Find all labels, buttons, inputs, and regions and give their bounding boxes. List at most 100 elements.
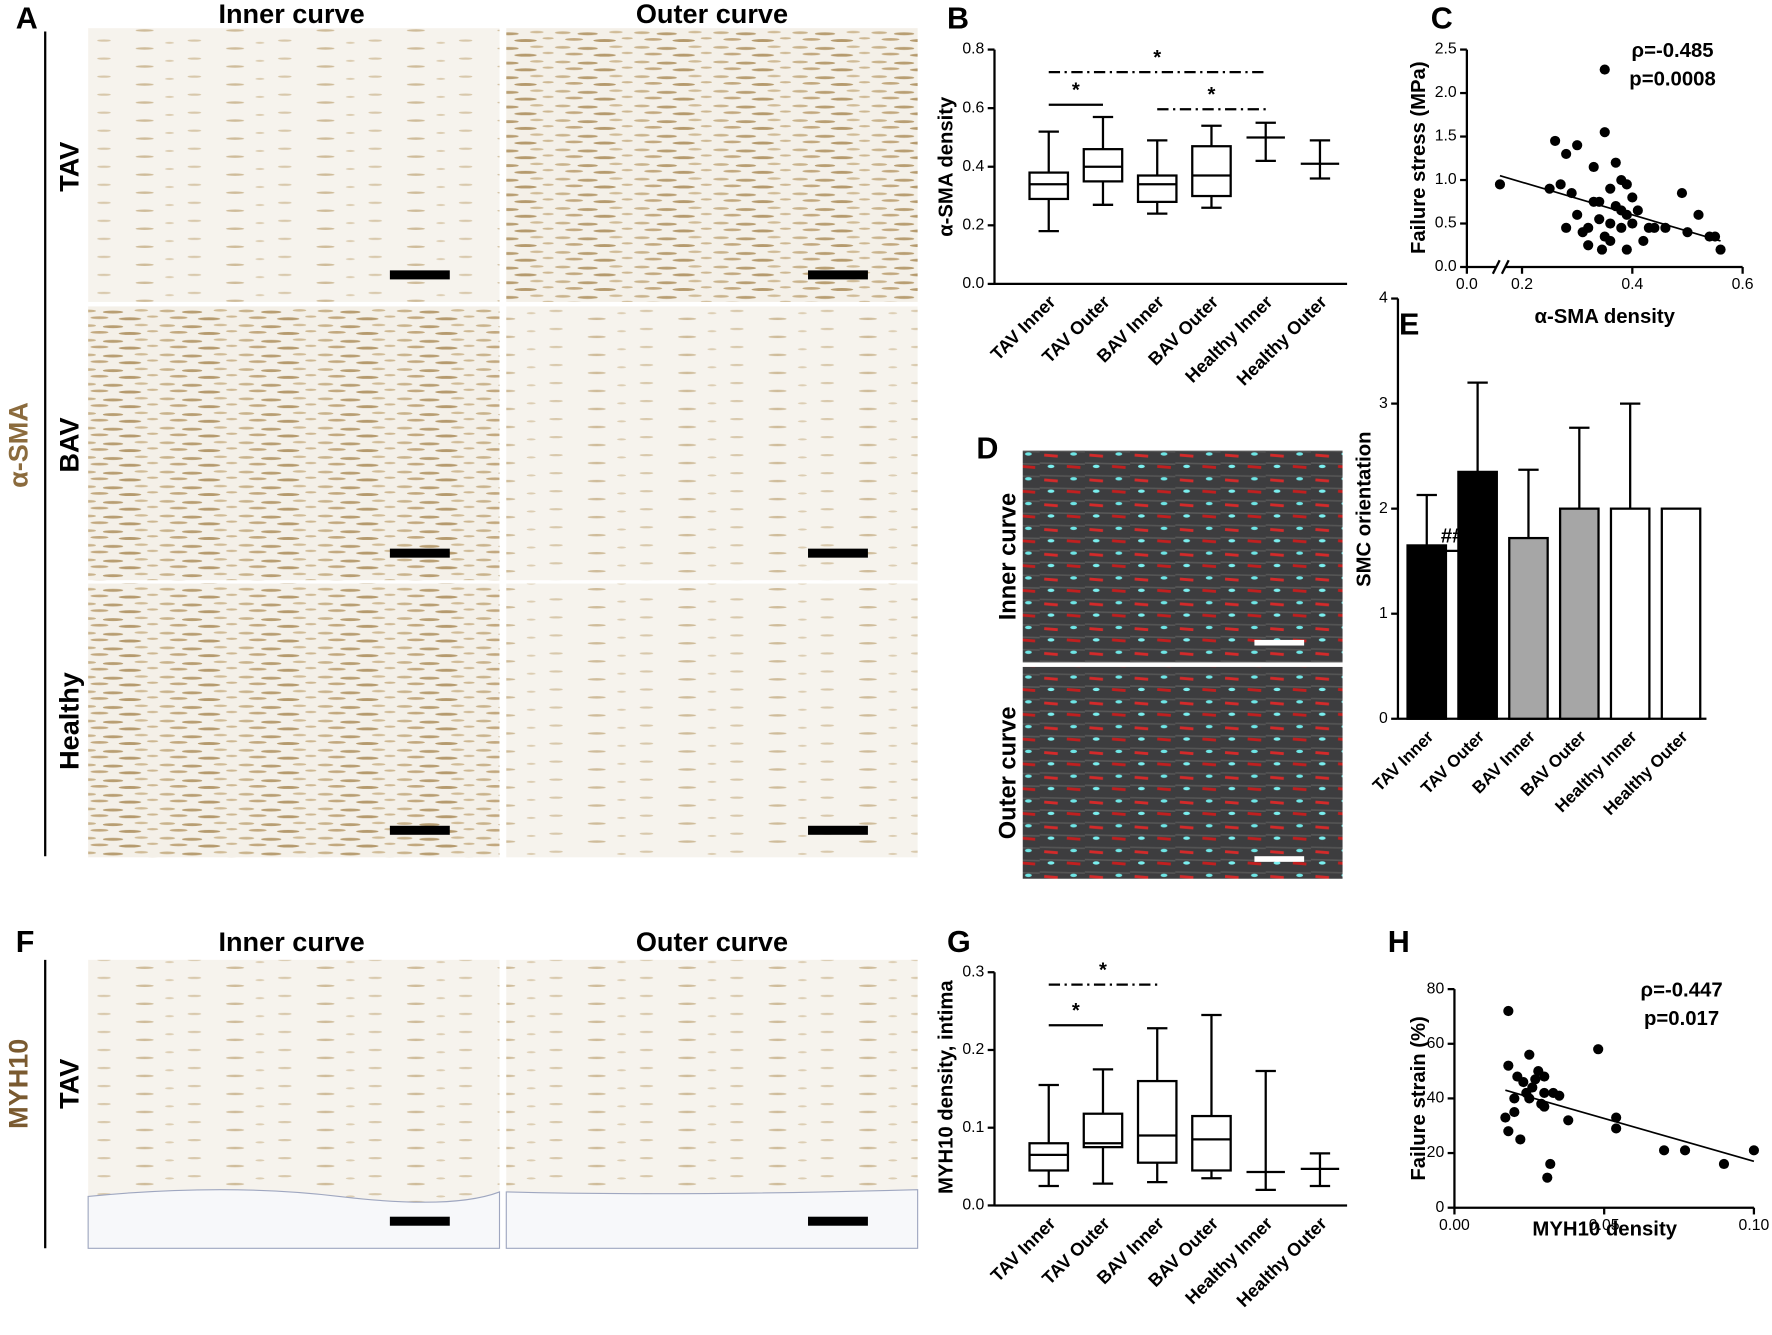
column-label: Outer curve: [636, 0, 788, 29]
axis-break: [1496, 260, 1506, 274]
point: [1610, 157, 1621, 168]
fit-line: [1505, 1089, 1755, 1163]
y-tick-label: 0.4: [962, 158, 984, 175]
y-axis-label: α-SMA density: [935, 96, 957, 237]
box: [1136, 1079, 1178, 1164]
bar: [1457, 470, 1498, 720]
y-tick-label: 2.0: [1435, 84, 1457, 101]
point: [1566, 188, 1577, 199]
point: [1518, 1076, 1529, 1088]
point: [1524, 1093, 1535, 1104]
column-label: Inner curve: [218, 0, 364, 29]
point: [1503, 1060, 1514, 1071]
point: [1693, 209, 1704, 220]
point: [1627, 192, 1638, 203]
y-tick-label: 0.0: [962, 275, 984, 292]
point: [1527, 1082, 1538, 1093]
panel-label: A: [16, 1, 38, 35]
point: [1545, 1158, 1556, 1170]
x-tick-label: 0.0: [1456, 276, 1478, 293]
y-tick-label: 0.1: [962, 1119, 984, 1136]
point: [1660, 222, 1671, 233]
box: [1191, 145, 1232, 198]
panel-label: F: [16, 925, 35, 959]
row-label: TAV: [53, 1059, 84, 1109]
stain-label: α-SMA: [2, 402, 33, 488]
bar: [1609, 507, 1651, 720]
box: [1191, 1114, 1232, 1172]
point: [1658, 1145, 1670, 1156]
point: [1594, 196, 1605, 207]
point: [1563, 1115, 1574, 1126]
column-label: Outer curve: [636, 926, 788, 957]
y-tick-label: 0.2: [962, 217, 984, 234]
point: [1599, 127, 1610, 138]
y-tick-label: 20: [1427, 1144, 1445, 1161]
significance-label: *: [1208, 84, 1216, 106]
bar: [1508, 536, 1549, 720]
point: [1515, 1134, 1526, 1145]
point: [1593, 1044, 1604, 1055]
y-axis-label: SMC orientation: [1354, 432, 1376, 587]
significance-label: *: [1072, 80, 1080, 102]
y-axis-label: Failure stress (MPa): [1408, 61, 1430, 254]
point: [1616, 222, 1627, 233]
y-tick-label: 2.5: [1435, 41, 1457, 58]
y-tick-label: 0.3: [962, 963, 984, 980]
stat-label: p=0.0008: [1629, 68, 1715, 90]
point: [1544, 183, 1555, 194]
row-label: Outer curve: [995, 706, 1021, 839]
y-tick-label: 0: [1435, 1199, 1444, 1216]
x-tick-label: 0.4: [1621, 276, 1643, 293]
bar: [1660, 507, 1702, 720]
panel-f-images: [44, 959, 919, 1249]
point: [1572, 209, 1583, 220]
y-tick-label: 40: [1427, 1090, 1445, 1107]
bar: [1406, 544, 1448, 720]
y-tick-label: 4: [1379, 290, 1388, 307]
point: [1539, 1071, 1550, 1082]
point: [1605, 235, 1616, 246]
point: [1588, 161, 1599, 173]
panel-label: C: [1431, 1, 1453, 35]
stat-label: p=0.017: [1644, 1008, 1719, 1030]
row-label: BAV: [53, 417, 84, 472]
panel-label: G: [947, 925, 971, 959]
point: [1561, 222, 1572, 233]
y-tick-label: 0.2: [962, 1041, 984, 1058]
point: [1503, 1126, 1514, 1137]
point: [1682, 227, 1693, 238]
stat-label: ρ=-0.447: [1641, 980, 1723, 1002]
point: [1676, 188, 1688, 199]
point: [1709, 231, 1721, 242]
point: [1494, 179, 1506, 190]
point: [1638, 235, 1649, 246]
y-tick-label: 1: [1379, 605, 1388, 622]
box: [1028, 171, 1070, 201]
row-label: Inner curve: [995, 493, 1021, 621]
point: [1554, 1090, 1565, 1101]
x-tick-label: 0.05: [1589, 1217, 1620, 1234]
axis-break: [1500, 259, 1510, 275]
panel-label: D: [976, 432, 998, 466]
panel-label: E: [1399, 308, 1419, 342]
point: [1748, 1145, 1760, 1156]
point: [1611, 1123, 1622, 1134]
point: [1632, 205, 1643, 216]
column-label: Inner curve: [218, 926, 364, 957]
y-tick-label: 0.0: [1435, 258, 1457, 275]
stain-label: MYH10: [2, 1039, 33, 1129]
y-tick-label: 0.8: [962, 41, 984, 58]
box: [1082, 1112, 1124, 1149]
x-tick-label: 0.6: [1732, 276, 1754, 293]
point: [1572, 140, 1583, 151]
bar: [1558, 507, 1600, 720]
y-tick-label: 0.5: [1435, 215, 1457, 232]
point: [1649, 222, 1660, 233]
panel-d-images: [1022, 450, 1343, 879]
panel-label: B: [947, 1, 969, 35]
point: [1542, 1172, 1553, 1183]
point: [1611, 1112, 1622, 1123]
point: [1621, 209, 1632, 220]
